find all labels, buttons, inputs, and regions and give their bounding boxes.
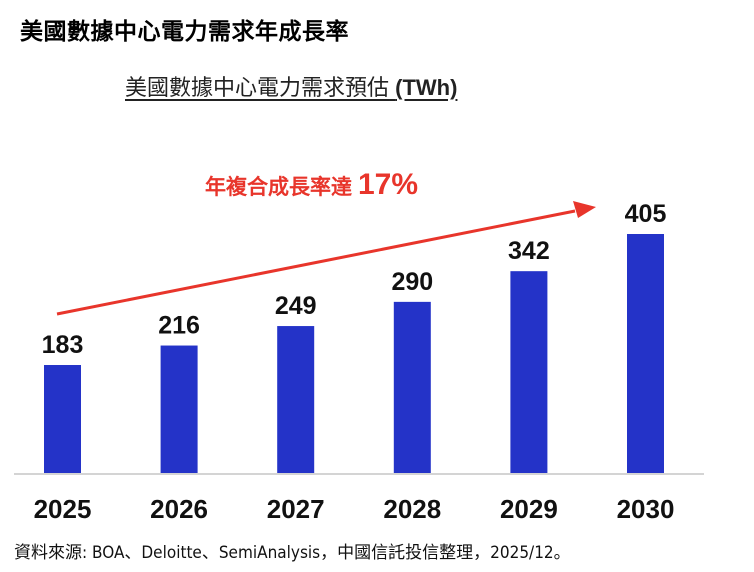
cagr-label: 年複合成長率達 17% [205,168,418,201]
x-tick-label-2027: 2027 [267,494,325,524]
value-label-2028: 290 [391,268,433,296]
chart-subtitle: 美國數據中心電力需求預估 (TWh) [125,70,457,102]
x-tick-labels-group: 2025 2026 2027 2028 2029 2030 [34,494,675,524]
source-note: 資料來源: BOA、Deloitte、SemiAnalysis，中國信託投信整理… [14,543,571,563]
bar-2029 [510,271,548,473]
bar-2027 [277,326,315,473]
x-tick-label-2026: 2026 [150,494,208,524]
x-tick-label-2028: 2028 [383,494,441,524]
value-labels-group: 183 216 249 290 342 405 [42,200,667,359]
main-title: 美國數據中心電力需求年成長率 [20,18,349,44]
bar-2028 [393,301,431,473]
bar-2026 [160,345,198,473]
value-label-2026: 216 [158,312,200,340]
value-label-2029: 342 [508,237,550,265]
cagr-annotation: 年複合成長率達 17% [56,168,596,316]
cagr-value: 17% [358,168,418,201]
bar-2030 [627,234,664,473]
x-tick-label-2029: 2029 [500,494,558,524]
chart-unit: (TWh) [395,75,458,100]
value-label-2025: 183 [42,331,84,359]
bar-2025 [44,365,81,473]
cagr-text: 年複合成長率達 [205,175,352,199]
x-tick-label-2030: 2030 [617,494,675,524]
trend-arrow-head [573,201,596,218]
value-label-2027: 249 [275,292,317,320]
x-tick-label-2025: 2025 [34,494,92,524]
chart-subtitle-text: 美國數據中心電力需求預估 [125,75,390,100]
trend-arrow-line [56,209,576,316]
bars-group [44,234,664,473]
value-label-2030: 405 [625,200,667,228]
